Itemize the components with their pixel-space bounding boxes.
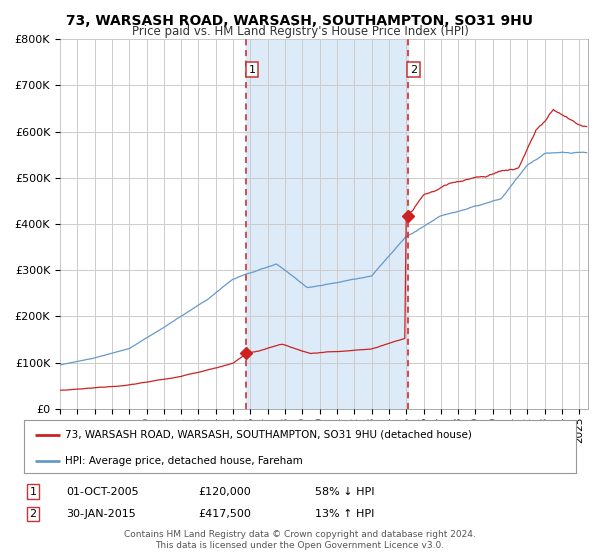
Text: Price paid vs. HM Land Registry's House Price Index (HPI): Price paid vs. HM Land Registry's House …: [131, 25, 469, 38]
Text: 2: 2: [29, 509, 37, 519]
Text: 2: 2: [410, 64, 418, 74]
Text: 01-OCT-2005: 01-OCT-2005: [66, 487, 139, 497]
Text: 1: 1: [29, 487, 37, 497]
Text: 30-JAN-2015: 30-JAN-2015: [66, 509, 136, 519]
Text: £120,000: £120,000: [198, 487, 251, 497]
Text: 1: 1: [248, 64, 256, 74]
Text: This data is licensed under the Open Government Licence v3.0.: This data is licensed under the Open Gov…: [155, 541, 445, 550]
Text: HPI: Average price, detached house, Fareham: HPI: Average price, detached house, Fare…: [65, 456, 303, 466]
Text: 13% ↑ HPI: 13% ↑ HPI: [315, 509, 374, 519]
Bar: [246, 39, 407, 409]
Text: £417,500: £417,500: [198, 509, 251, 519]
Text: Contains HM Land Registry data © Crown copyright and database right 2024.: Contains HM Land Registry data © Crown c…: [124, 530, 476, 539]
Text: 73, WARSASH ROAD, WARSASH, SOUTHAMPTON, SO31 9HU: 73, WARSASH ROAD, WARSASH, SOUTHAMPTON, …: [67, 14, 533, 28]
Text: 58% ↓ HPI: 58% ↓ HPI: [315, 487, 374, 497]
Text: 73, WARSASH ROAD, WARSASH, SOUTHAMPTON, SO31 9HU (detached house): 73, WARSASH ROAD, WARSASH, SOUTHAMPTON, …: [65, 430, 472, 440]
